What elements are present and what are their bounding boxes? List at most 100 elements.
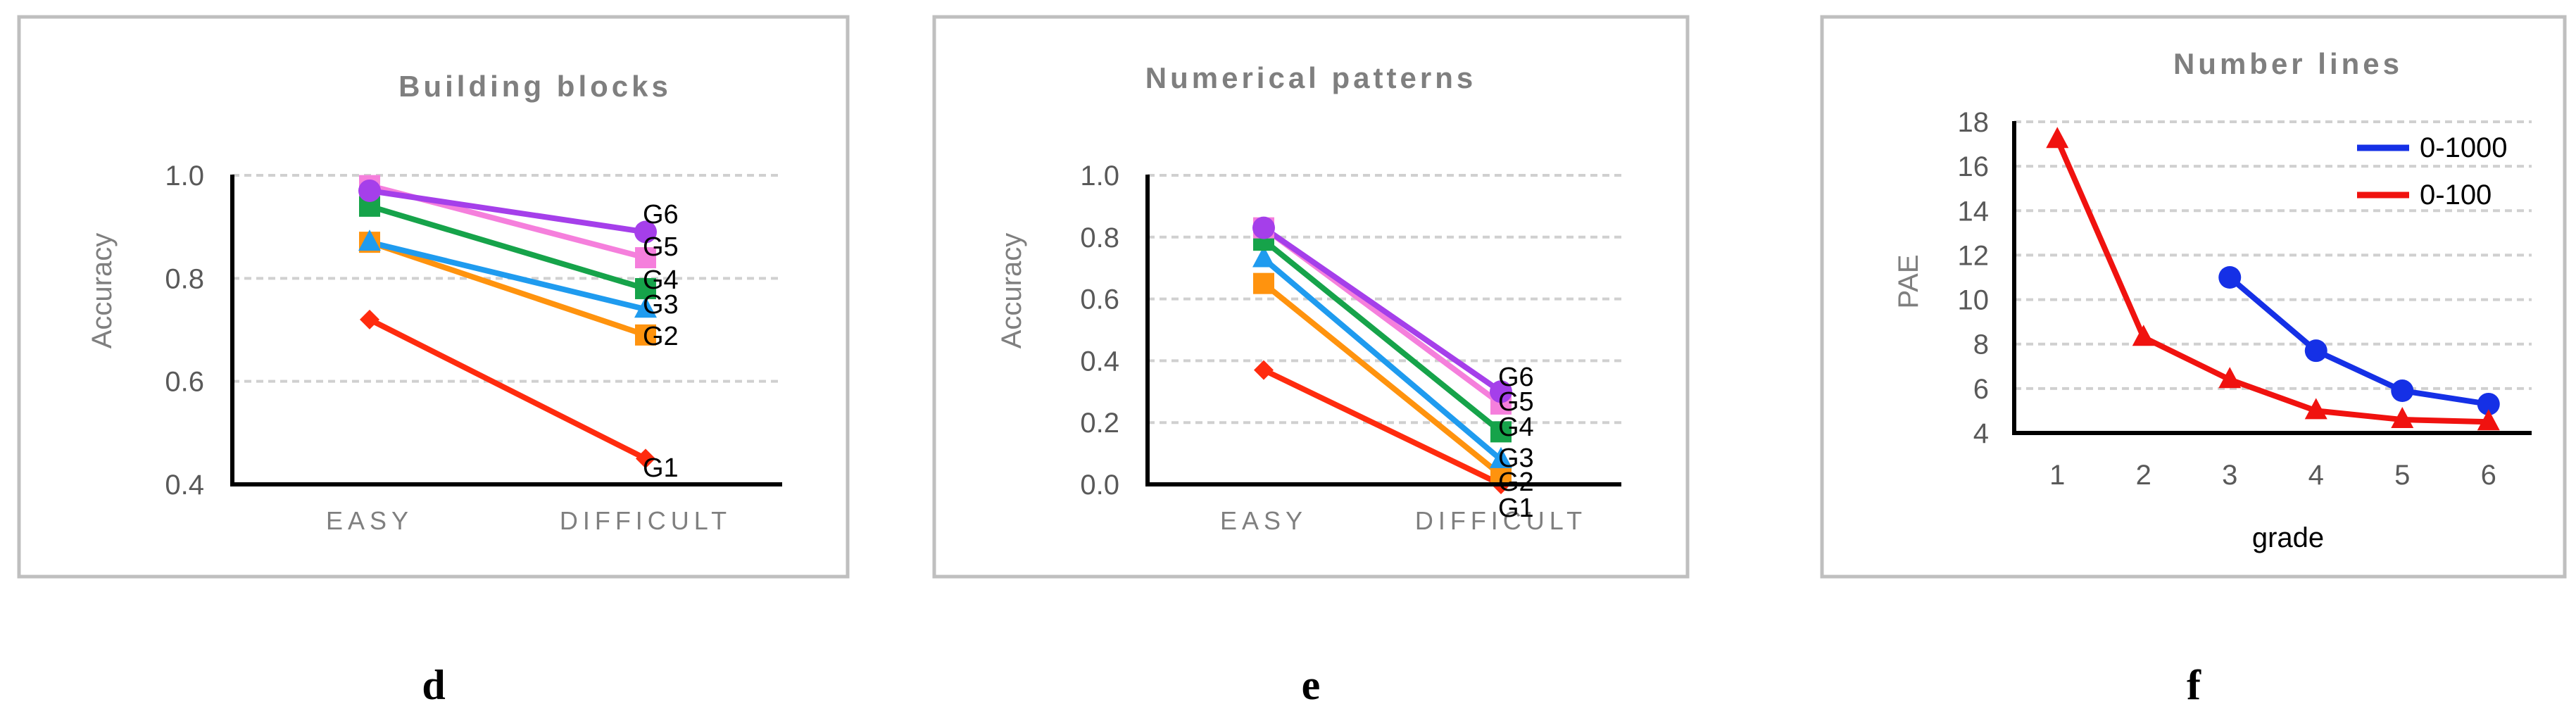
data-point-g6 [358, 179, 381, 202]
y-tick-label: 10 [1958, 285, 1990, 316]
x-tick-label: 2 [2136, 460, 2151, 491]
chart-panel-numerical-patterns: Numerical patterns Accuracy 0.0 0.2 0.4 0.6… [932, 15, 1690, 708]
panel-letter: e [1302, 662, 1321, 708]
data-point-g4 [1490, 421, 1512, 443]
series-line-g3 [369, 239, 646, 313]
series-label-g4: G4 [643, 265, 679, 295]
data-point-0-100 [2304, 398, 2327, 420]
gridlines [232, 174, 782, 383]
y-tick-label: 4 [1973, 418, 1989, 449]
data-point-0-1000 [2218, 266, 2242, 289]
gridlines [2014, 120, 2532, 390]
data-point-g3 [1252, 246, 1275, 268]
data-point-g6 [634, 220, 657, 244]
series-label-g4: G4 [1498, 413, 1534, 442]
data-point-g2 [635, 324, 656, 346]
legend-label-0-1000: 0-1000 [2420, 132, 2508, 163]
chart-title: Building blocks [398, 70, 672, 103]
series-label-g1: G1 [643, 453, 679, 483]
data-point-g3 [634, 296, 657, 318]
y-tick-label: 0.4 [1080, 346, 1119, 377]
series-line-g1 [368, 317, 647, 461]
x-ticks: EASY DIFFICULT [326, 506, 731, 535]
x-tick-label: 1 [2049, 460, 2065, 491]
y-ticks: 4 6 8 10 12 14 16 18 [1958, 107, 1990, 449]
data-point-g1 [1254, 360, 1274, 380]
x-tick-label: DIFFICULT [560, 506, 731, 535]
chart-panel-building-blocks: Building blocks Accuracy 0.4 0.6 0.8 1.0 EA… [17, 15, 850, 708]
data-point-g5 [635, 247, 656, 269]
x-tick-label: 5 [2394, 460, 2410, 491]
series-line-g6 [1262, 225, 1503, 394]
x-tick-label: EASY [326, 506, 413, 535]
y-ticks: 0.0 0.2 0.4 0.6 0.8 1.0 [1080, 161, 1119, 501]
data-point-g2 [1253, 272, 1274, 294]
legend-label-0-100: 0-100 [2420, 180, 2492, 211]
data-point-g1 [360, 309, 379, 329]
data-point-g6 [1490, 380, 1512, 403]
series-label-g5: G5 [1498, 387, 1534, 417]
data-point-0-1000 [2304, 339, 2327, 363]
series-line-g6 [369, 187, 646, 235]
series-label-g2: G2 [643, 322, 679, 351]
data-point-0-100 [2218, 367, 2242, 389]
y-tick-label: 1.0 [165, 161, 204, 191]
y-tick-label: 0.0 [1080, 470, 1119, 501]
data-point-0-1000 [2391, 379, 2414, 403]
panel-letter: d [422, 662, 445, 708]
y-tick-label: 0.8 [1080, 222, 1119, 253]
data-point-0-100 [2391, 407, 2414, 429]
series-line-0-100 [2054, 138, 2489, 425]
y-axis-label: PAE [1893, 254, 1924, 308]
data-point-g4 [635, 277, 656, 299]
y-tick-label: 14 [1958, 196, 1990, 227]
data-point-0-100 [2046, 127, 2069, 149]
chart-title: Number lines [2173, 47, 2403, 80]
y-tick-label: 6 [1973, 374, 1989, 405]
y-tick-label: 18 [1958, 107, 1990, 138]
y-tick-label: 8 [1973, 329, 1989, 360]
chart-frame [1820, 15, 2567, 579]
data-point-0-100 [2477, 409, 2500, 431]
y-tick-label: 0.6 [165, 367, 204, 398]
series-label-g3: G3 [1498, 444, 1534, 473]
x-tick-label: EASY [1220, 506, 1307, 535]
x-axis-label: grade [2252, 522, 2324, 553]
x-tick-label: DIFFICULT [1415, 506, 1587, 535]
series-label-g5: G5 [643, 232, 679, 262]
series-layer [2046, 127, 2500, 431]
y-axis-label: Accuracy [87, 233, 118, 349]
data-point-g6 [1252, 216, 1275, 239]
data-point-g1 [636, 448, 655, 469]
y-tick-label: 1.0 [1080, 161, 1119, 191]
x-ticks: EASY DIFFICULT [1220, 506, 1587, 535]
y-tick-label: 0.4 [165, 470, 204, 501]
chart-title: Numerical patterns [1145, 61, 1476, 94]
data-point-g3 [358, 230, 381, 251]
series-line-g2 [1262, 281, 1503, 477]
series-label-g6: G6 [643, 200, 679, 230]
x-tick-label: 6 [2481, 460, 2496, 491]
x-tick-label: 3 [2222, 460, 2237, 491]
x-ticks: 1 2 3 4 5 6 [2049, 460, 2496, 491]
series-line-g1 [1262, 367, 1502, 487]
x-tick-label: 4 [2308, 460, 2324, 491]
legend: 0-1000 0-100 [2357, 132, 2508, 211]
y-axis-label: Accuracy [996, 233, 1027, 349]
series-label-g3: G3 [643, 290, 679, 320]
series-line-g2 [368, 239, 647, 338]
y-tick-label: 16 [1958, 151, 1990, 182]
y-tick-label: 0.2 [1080, 408, 1119, 439]
series-line-g4 [1262, 238, 1503, 434]
y-tick-label: 0.6 [1080, 284, 1119, 315]
y-tick-label: 12 [1958, 240, 1990, 271]
data-point-0-100 [2132, 325, 2155, 346]
y-tick-label: 0.8 [165, 263, 204, 294]
series-line-g3 [1262, 256, 1503, 462]
series-line-g4 [368, 203, 647, 291]
y-ticks: 0.4 0.6 0.8 1.0 [165, 161, 204, 501]
